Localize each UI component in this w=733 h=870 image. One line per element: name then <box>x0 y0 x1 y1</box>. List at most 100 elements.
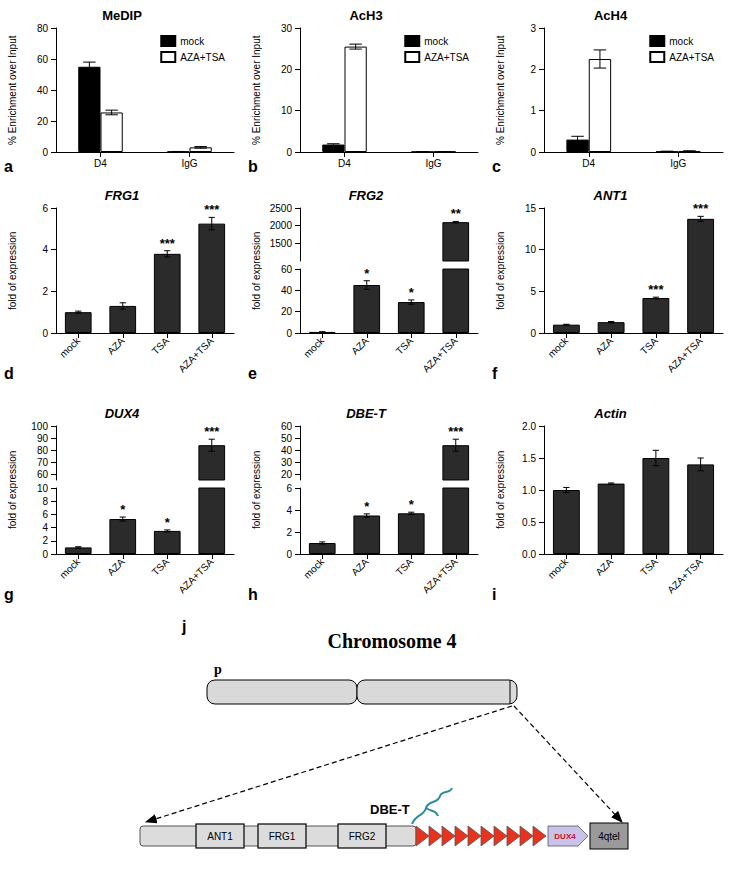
svg-text:IgG: IgG <box>425 158 441 169</box>
svg-text:*: * <box>409 285 415 300</box>
svg-text:FRG1: FRG1 <box>269 831 296 842</box>
svg-text:j: j <box>181 618 186 635</box>
svg-text:FRG1: FRG1 <box>105 188 140 203</box>
svg-text:40: 40 <box>37 85 49 96</box>
svg-text:TSA: TSA <box>150 556 172 578</box>
svg-text:AZA+TSA: AZA+TSA <box>669 52 714 63</box>
svg-text:80: 80 <box>37 23 49 34</box>
svg-text:8: 8 <box>42 496 48 507</box>
svg-text:AZA+TSA: AZA+TSA <box>424 52 469 63</box>
svg-text:***: *** <box>204 424 220 439</box>
svg-text:DUX4: DUX4 <box>105 406 140 421</box>
svg-text:6: 6 <box>286 483 292 494</box>
svg-text:TSA: TSA <box>394 556 416 578</box>
svg-text:*: * <box>409 497 415 512</box>
svg-text:***: *** <box>648 282 664 297</box>
svg-text:60: 60 <box>37 469 49 480</box>
svg-text:AZA+TSA: AZA+TSA <box>665 335 705 375</box>
svg-text:mock: mock <box>301 335 326 360</box>
svg-text:mock: mock <box>57 335 82 360</box>
svg-text:FRG2: FRG2 <box>349 831 376 842</box>
svg-text:***: *** <box>204 202 220 217</box>
svg-text:AcH3: AcH3 <box>349 8 382 23</box>
svg-text:MeDIP: MeDIP <box>102 8 142 23</box>
svg-text:*: * <box>120 502 126 517</box>
svg-text:2: 2 <box>42 286 48 297</box>
svg-text:mock: mock <box>424 36 449 47</box>
svg-text:AZA: AZA <box>105 335 127 357</box>
svg-text:D4: D4 <box>338 158 351 169</box>
svg-text:ANT1: ANT1 <box>207 831 233 842</box>
svg-text:DBE-T: DBE-T <box>346 406 387 421</box>
svg-text:1.0: 1.0 <box>522 485 536 496</box>
svg-text:4: 4 <box>42 522 48 533</box>
svg-text:0.0: 0.0 <box>522 549 536 560</box>
svg-text:3: 3 <box>530 23 536 34</box>
svg-text:60: 60 <box>281 421 293 432</box>
svg-text:1.5: 1.5 <box>522 453 536 464</box>
svg-text:0: 0 <box>286 147 292 158</box>
svg-text:0: 0 <box>42 147 48 158</box>
svg-text:2: 2 <box>286 527 292 538</box>
svg-text:***: *** <box>448 424 464 439</box>
svg-text:DUX4: DUX4 <box>554 832 576 841</box>
svg-text:*: * <box>165 515 171 530</box>
svg-text:20: 20 <box>281 469 293 480</box>
svg-text:20: 20 <box>281 64 293 75</box>
svg-text:mock: mock <box>180 36 205 47</box>
svg-text:10: 10 <box>525 244 537 255</box>
svg-text:2: 2 <box>530 64 536 75</box>
svg-text:0: 0 <box>42 328 48 339</box>
svg-text:D4: D4 <box>94 158 107 169</box>
svg-text:AZA+TSA: AZA+TSA <box>420 335 460 375</box>
svg-text:10: 10 <box>281 105 293 116</box>
svg-text:0.5: 0.5 <box>522 517 536 528</box>
svg-text:TSA: TSA <box>150 335 172 357</box>
svg-text:4: 4 <box>42 244 48 255</box>
svg-text:mock: mock <box>669 36 694 47</box>
svg-text:mock: mock <box>546 556 571 581</box>
svg-text:TSA: TSA <box>638 335 660 357</box>
svg-text:4: 4 <box>286 505 292 516</box>
svg-text:0: 0 <box>42 549 48 560</box>
svg-text:15: 15 <box>525 203 537 214</box>
svg-text:Chromosome 4: Chromosome 4 <box>327 630 456 652</box>
svg-text:AcH4: AcH4 <box>594 8 628 23</box>
svg-text:AZA: AZA <box>594 335 616 357</box>
svg-text:2000: 2000 <box>270 220 293 231</box>
svg-text:AZA: AZA <box>349 335 371 357</box>
svg-text:50: 50 <box>281 433 293 444</box>
svg-text:20: 20 <box>37 116 49 127</box>
svg-text:40: 40 <box>281 285 293 296</box>
svg-text:TSA: TSA <box>394 335 416 357</box>
svg-text:0: 0 <box>530 328 536 339</box>
svg-text:2.0: 2.0 <box>522 421 536 432</box>
svg-text:6: 6 <box>42 509 48 520</box>
svg-text:90: 90 <box>37 433 49 444</box>
svg-text:1500: 1500 <box>270 238 293 249</box>
svg-text:60: 60 <box>37 54 49 65</box>
svg-text:20: 20 <box>281 306 293 317</box>
svg-text:IgG: IgG <box>181 158 197 169</box>
svg-text:40: 40 <box>281 445 293 456</box>
svg-text:1: 1 <box>530 105 536 116</box>
svg-text:30: 30 <box>281 23 293 34</box>
svg-text:AZA+TSA: AZA+TSA <box>176 335 216 375</box>
svg-text:6: 6 <box>42 203 48 214</box>
svg-text:DBE-T: DBE-T <box>370 802 410 817</box>
svg-text:D4: D4 <box>582 158 595 169</box>
svg-text:*: * <box>364 499 370 514</box>
svg-text:4qtel: 4qtel <box>598 831 620 842</box>
svg-text:AZA+TSA: AZA+TSA <box>665 556 705 596</box>
svg-text:AZA+TSA: AZA+TSA <box>180 52 225 63</box>
svg-text:AZA: AZA <box>594 556 616 578</box>
svg-text:AZA: AZA <box>349 556 371 578</box>
svg-text:30: 30 <box>281 457 293 468</box>
svg-text:IgG: IgG <box>670 158 686 169</box>
svg-text:AZA: AZA <box>105 556 127 578</box>
svg-text:**: ** <box>451 206 462 221</box>
svg-text:mock: mock <box>546 335 571 360</box>
svg-text:10: 10 <box>37 483 49 494</box>
svg-text:FRG2: FRG2 <box>349 188 384 203</box>
svg-text:AZA+TSA: AZA+TSA <box>420 556 460 596</box>
